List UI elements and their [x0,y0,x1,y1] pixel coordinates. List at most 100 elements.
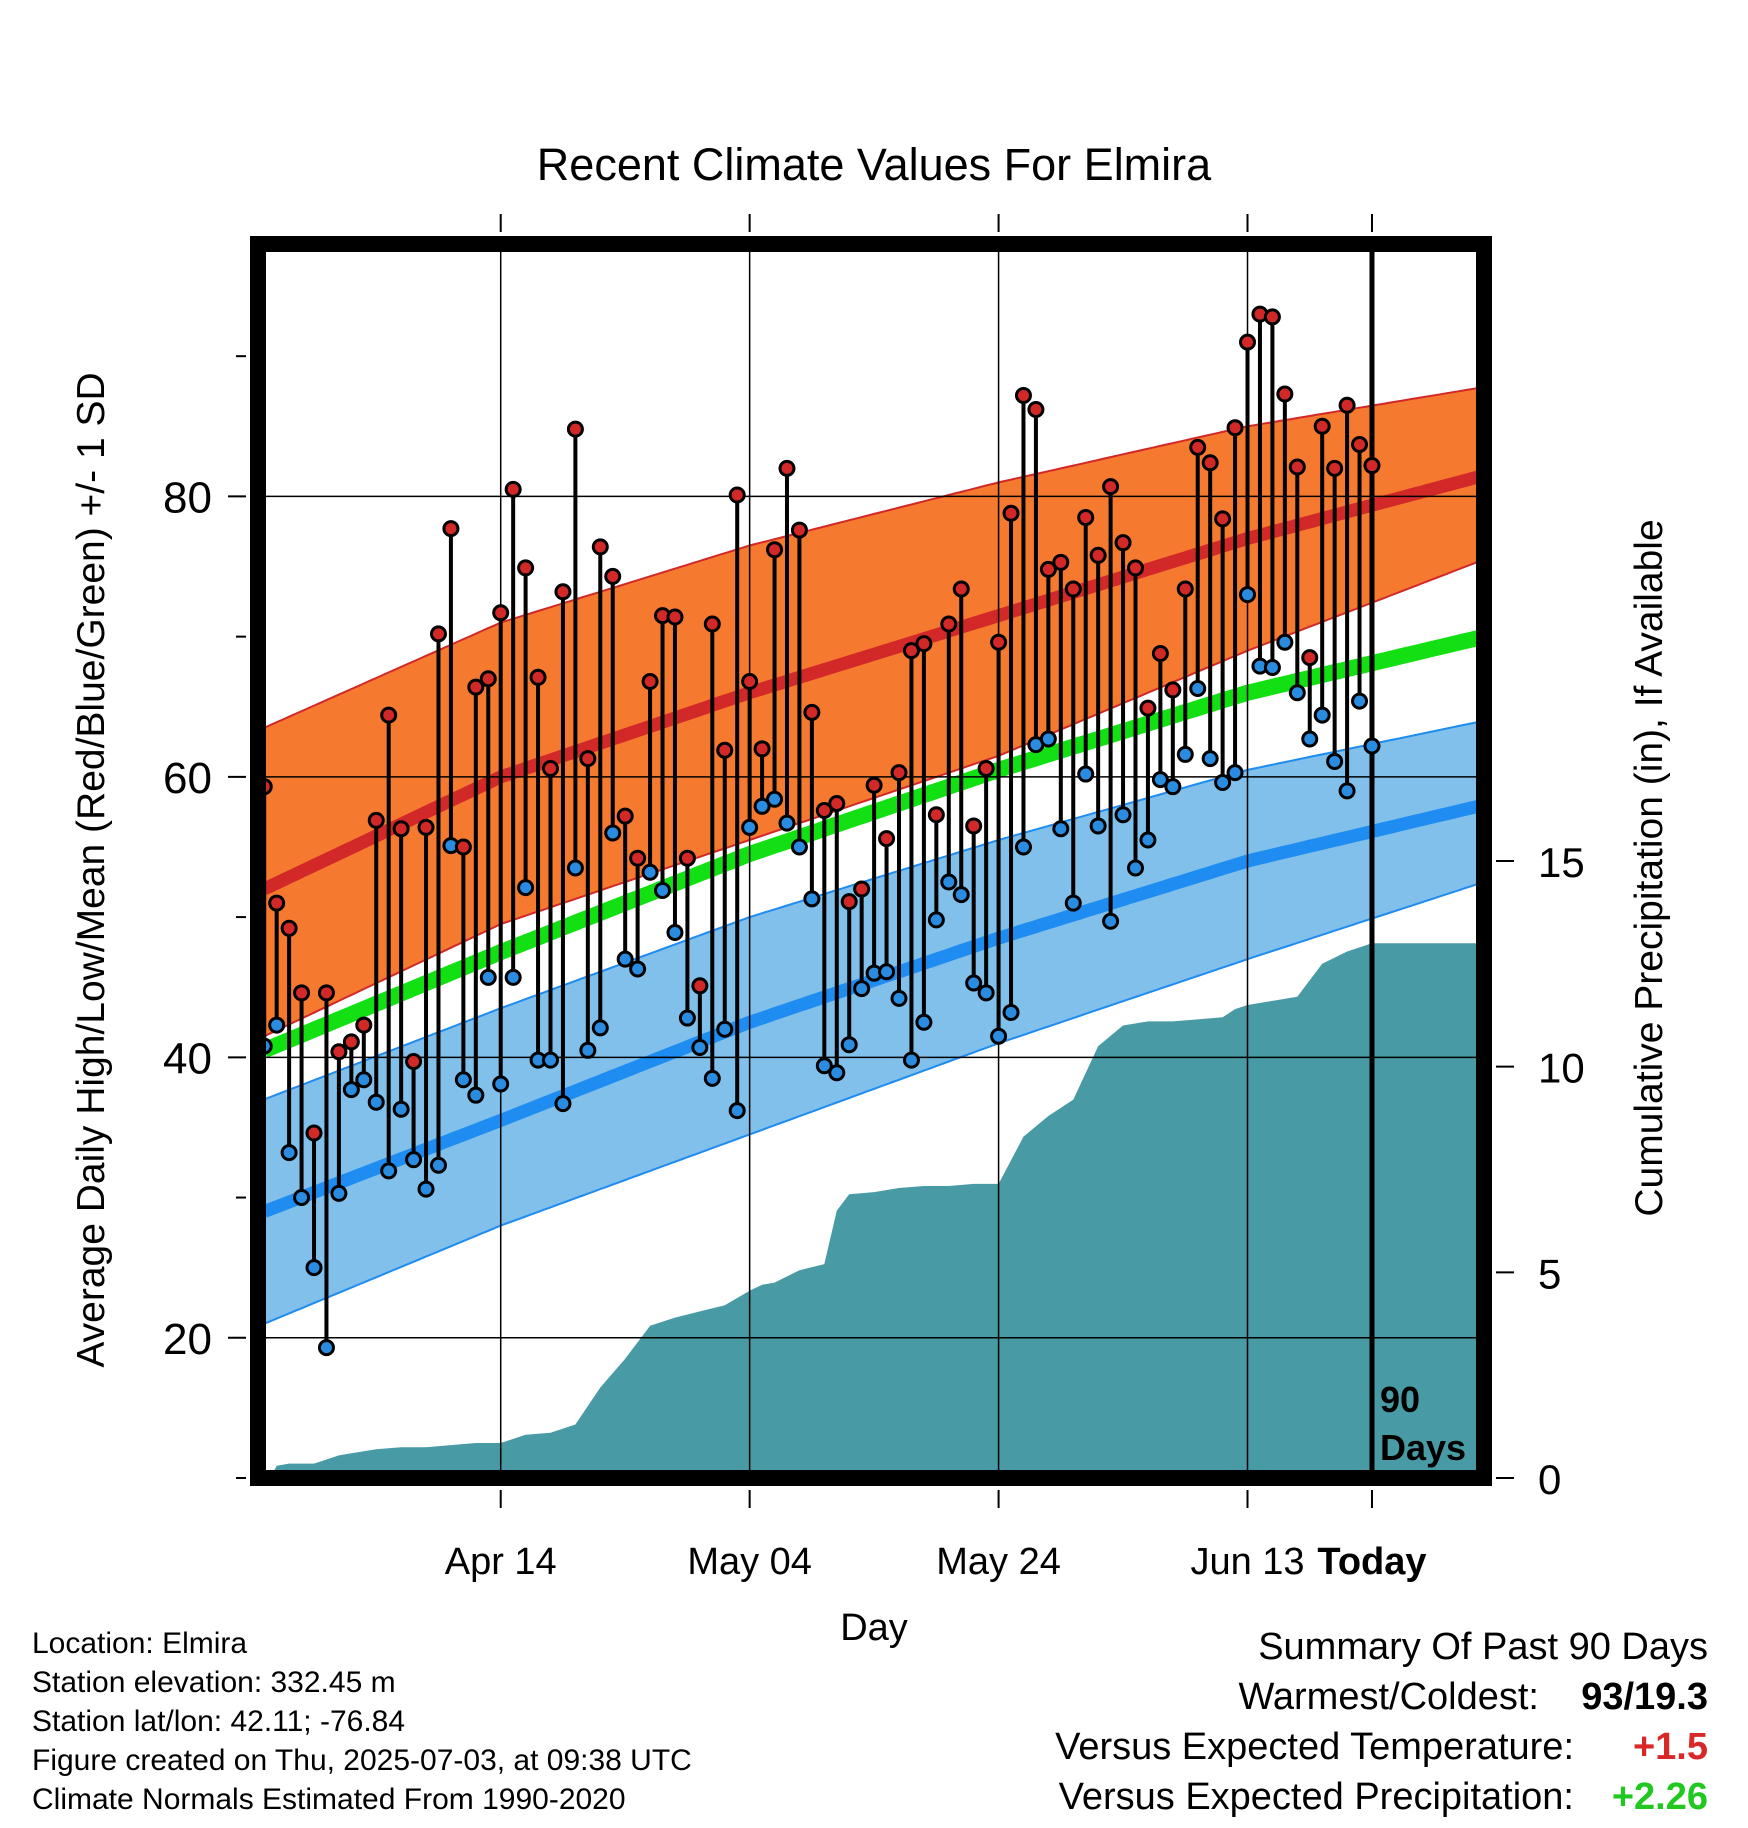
daily-low-point [405,1151,423,1169]
daily-high-point [1351,436,1369,454]
daily-high-point [1239,333,1257,351]
daily-high-point [641,673,659,691]
daily-high-point [902,642,920,660]
daily-high-point [1027,400,1045,418]
summary-precip: Versus Expected Precipitation: +2.26 [1055,1772,1708,1822]
daily-low-point [1164,778,1182,796]
summary-warmest-coldest: Warmest/Coldest: 93/19.3 [1055,1672,1708,1722]
daily-high-point [1077,508,1095,526]
daily-high-point [579,750,597,768]
y-tick-label: 20 [163,1315,212,1364]
y2-tick-label: 15 [1538,839,1585,886]
daily-high-point [878,830,896,848]
daily-low-point [853,980,871,998]
normals-text: Climate Normals Estimated From 1990-2020 [32,1783,626,1816]
axes: 20 40 60 80 0 5 10 15 Apr 14 May 04 May 24 Jun 13 To… [163,214,1585,1583]
daily-low-point [1326,752,1344,770]
daily-high-point [790,521,808,539]
daily-low-point [1151,771,1169,789]
daily-high-point [778,459,796,477]
daily-high-point [716,741,734,759]
daily-high-point [467,678,485,696]
daily-high-point [927,806,945,824]
daily-high-point [305,1124,323,1142]
daily-low-point [479,968,497,986]
daily-low-point [828,1064,846,1082]
chart-marks: 90 Days 20 40 60 80 0 5 10 15 Apr 14 May 04 May 24 Ju… [163,214,1585,1583]
daily-low-point [579,1041,597,1059]
daily-low-point [666,924,684,942]
daily-low-point [990,1027,1008,1045]
daily-low-point [778,814,796,832]
daily-low-point [1052,820,1070,838]
window-label-days: Days [1380,1427,1466,1468]
daily-low-point [492,1075,510,1093]
daily-high-point [1014,386,1032,404]
daily-low-point [1064,894,1082,912]
daily-high-point [691,977,709,995]
cumulative-precip-area [258,943,1484,1478]
warmest-coldest-value: 93/19.3 [1581,1676,1708,1718]
daily-high-point [280,919,298,937]
daily-low-point [716,1020,734,1038]
daily-low-point [965,974,983,992]
daily-low-point [1139,831,1157,849]
daily-high-point [1164,681,1182,699]
daily-high-point [380,706,398,724]
daily-low-point [790,838,808,856]
daily-low-point [504,968,522,986]
daily-low-point [1301,730,1319,748]
daily-low-point [927,911,945,929]
daily-low-point [1077,765,1095,783]
daily-high-point [529,668,547,686]
daily-low-point [766,790,784,808]
daily-high-point [890,764,908,782]
daily-low-point [1351,692,1369,710]
location-text: Location: Elmira [32,1627,248,1660]
x-tick-label: Apr 14 [445,1541,557,1583]
y2-axis-label: Cumulative Precipitation (in), If Availa… [1628,519,1671,1216]
y-axis-label: Average Daily High/Low/Mean (Red/Blue/Gr… [70,372,113,1367]
daily-low-point [517,879,535,897]
daily-low-point [890,989,908,1007]
daily-low-point [840,1036,858,1054]
daily-high-point [915,635,933,653]
daily-low-point [878,963,896,981]
y-tick-label: 40 [163,1034,212,1083]
daily-low-point [467,1086,485,1104]
daily-high-point [815,802,833,820]
daily-high-point [1064,580,1082,598]
daily-high-point [1052,553,1070,571]
y2-tick-label: 0 [1538,1456,1561,1503]
daily-high-point [342,1033,360,1051]
daily-high-point [479,670,497,688]
daily-high-point [703,615,721,633]
daily-low-point [429,1156,447,1174]
daily-high-point [1276,385,1294,403]
chart-title: Recent Climate Values For Elmira [537,139,1212,190]
daily-high-point [753,740,771,758]
y2-tick-label: 5 [1538,1250,1561,1297]
daily-low-point [915,1013,933,1031]
daily-high-point [330,1043,348,1061]
daily-low-point [1114,806,1132,824]
daily-low-point [753,797,771,815]
daily-low-point [641,863,659,881]
daily-high-point [1313,417,1331,435]
daily-high-point [1263,308,1281,326]
daily-high-point [629,849,647,867]
daily-low-point [1214,773,1232,791]
daily-high-point [616,807,634,825]
y-tick-label: 60 [163,754,212,803]
daily-high-point [728,486,746,504]
daily-high-point [268,894,286,912]
daily-high-point [666,608,684,626]
created-text: Figure created on Thu, 2025-07-03, at 09… [32,1744,692,1777]
daily-low-point [566,859,584,877]
daily-high-point [405,1053,423,1071]
summary-temp: Versus Expected Temperature: +1.5 [1055,1722,1708,1772]
daily-low-point [728,1102,746,1120]
daily-high-point [492,604,510,622]
daily-low-point [1239,586,1257,604]
